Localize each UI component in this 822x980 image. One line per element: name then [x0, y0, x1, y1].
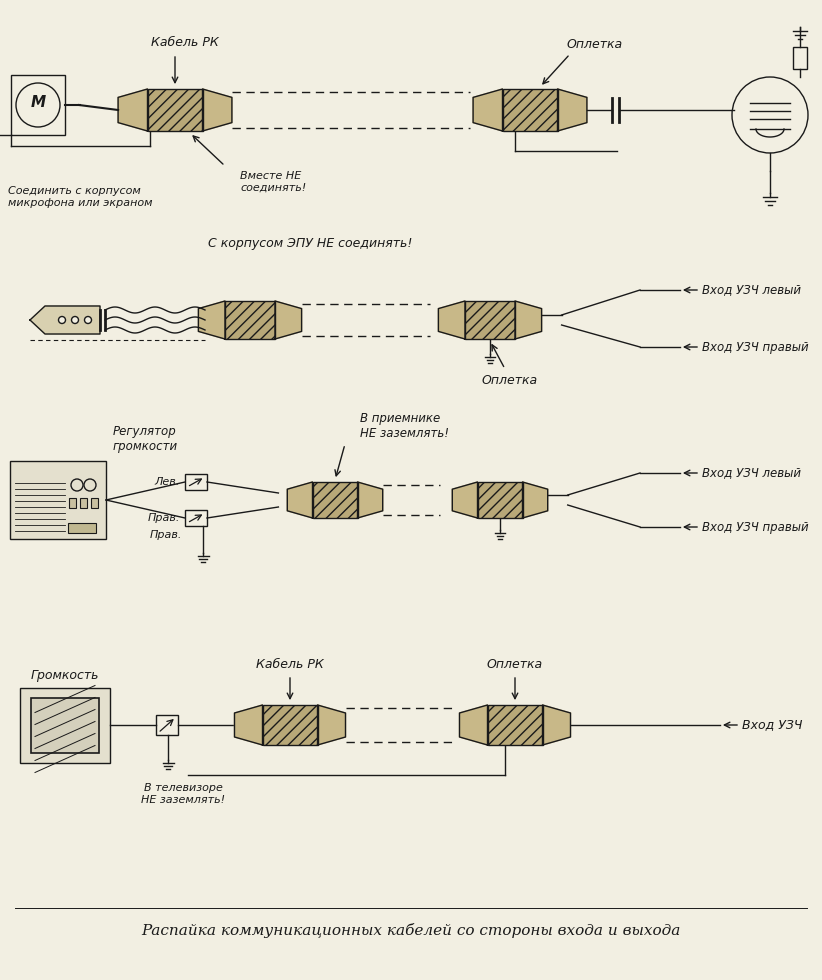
Text: Кабель РК: Кабель РК [256, 658, 324, 671]
Polygon shape [198, 301, 225, 339]
Bar [312, 482, 358, 518]
Text: Прав.: Прав. [150, 530, 182, 540]
Bar [185, 510, 207, 526]
Text: М: М [30, 95, 45, 111]
Polygon shape [317, 705, 345, 745]
Bar [225, 301, 275, 339]
Text: Регулятор
громкости: Регулятор громкости [113, 425, 178, 453]
Bar [793, 47, 807, 69]
Polygon shape [234, 705, 262, 745]
Polygon shape [523, 482, 547, 518]
Bar [465, 301, 515, 339]
Text: Вместе НЕ
соединять!: Вместе НЕ соединять! [240, 171, 307, 193]
Text: Распайка коммуникационных кабелей со стороны входа и выхода: Распайка коммуникационных кабелей со сто… [141, 922, 681, 938]
Text: Кабель РК: Кабель РК [151, 36, 219, 49]
Bar [69, 498, 76, 508]
Polygon shape [275, 301, 302, 339]
Bar [502, 89, 557, 131]
Bar [31, 698, 99, 753]
Text: Оплетка: Оплетка [482, 374, 538, 387]
Text: Громкость: Громкость [30, 668, 99, 681]
Polygon shape [473, 89, 502, 131]
Text: Оплетка: Оплетка [567, 38, 623, 51]
Polygon shape [30, 306, 100, 334]
Polygon shape [459, 705, 487, 745]
Bar [68, 523, 96, 533]
Text: Соединить с корпусом
микрофона или экраном: Соединить с корпусом микрофона или экран… [8, 186, 153, 208]
Polygon shape [288, 482, 312, 518]
Bar [11, 75, 65, 135]
Bar [156, 715, 178, 735]
Text: Вход УЗЧ правый: Вход УЗЧ правый [702, 520, 809, 533]
Bar [80, 498, 87, 508]
Polygon shape [557, 89, 587, 131]
Bar [487, 705, 543, 745]
Polygon shape [452, 482, 478, 518]
Polygon shape [118, 89, 147, 131]
Text: Оплетка: Оплетка [487, 658, 543, 671]
Text: Лев.: Лев. [155, 477, 180, 487]
Bar [262, 705, 317, 745]
Circle shape [72, 317, 78, 323]
Bar [91, 498, 98, 508]
Text: Вход УЗЧ правый: Вход УЗЧ правый [702, 340, 809, 354]
Bar [10, 461, 106, 539]
Bar [147, 89, 202, 131]
Text: Вход УЗЧ: Вход УЗЧ [742, 718, 802, 731]
Text: В приемнике
НЕ заземлять!: В приемнике НЕ заземлять! [360, 412, 449, 440]
Text: Вход УЗЧ левый: Вход УЗЧ левый [702, 466, 801, 479]
Polygon shape [543, 705, 570, 745]
Text: В телевизоре
НЕ заземлять!: В телевизоре НЕ заземлять! [141, 783, 225, 805]
Polygon shape [515, 301, 542, 339]
Bar [478, 482, 523, 518]
Polygon shape [358, 482, 383, 518]
Circle shape [85, 317, 91, 323]
Bar [20, 688, 110, 762]
Text: Прав.: Прав. [148, 513, 180, 523]
Text: С корпусом ЭПУ НЕ соединять!: С корпусом ЭПУ НЕ соединять! [208, 237, 412, 250]
Polygon shape [438, 301, 465, 339]
Circle shape [58, 317, 66, 323]
Text: Вход УЗЧ левый: Вход УЗЧ левый [702, 283, 801, 297]
Polygon shape [202, 89, 232, 131]
Bar [185, 474, 207, 490]
